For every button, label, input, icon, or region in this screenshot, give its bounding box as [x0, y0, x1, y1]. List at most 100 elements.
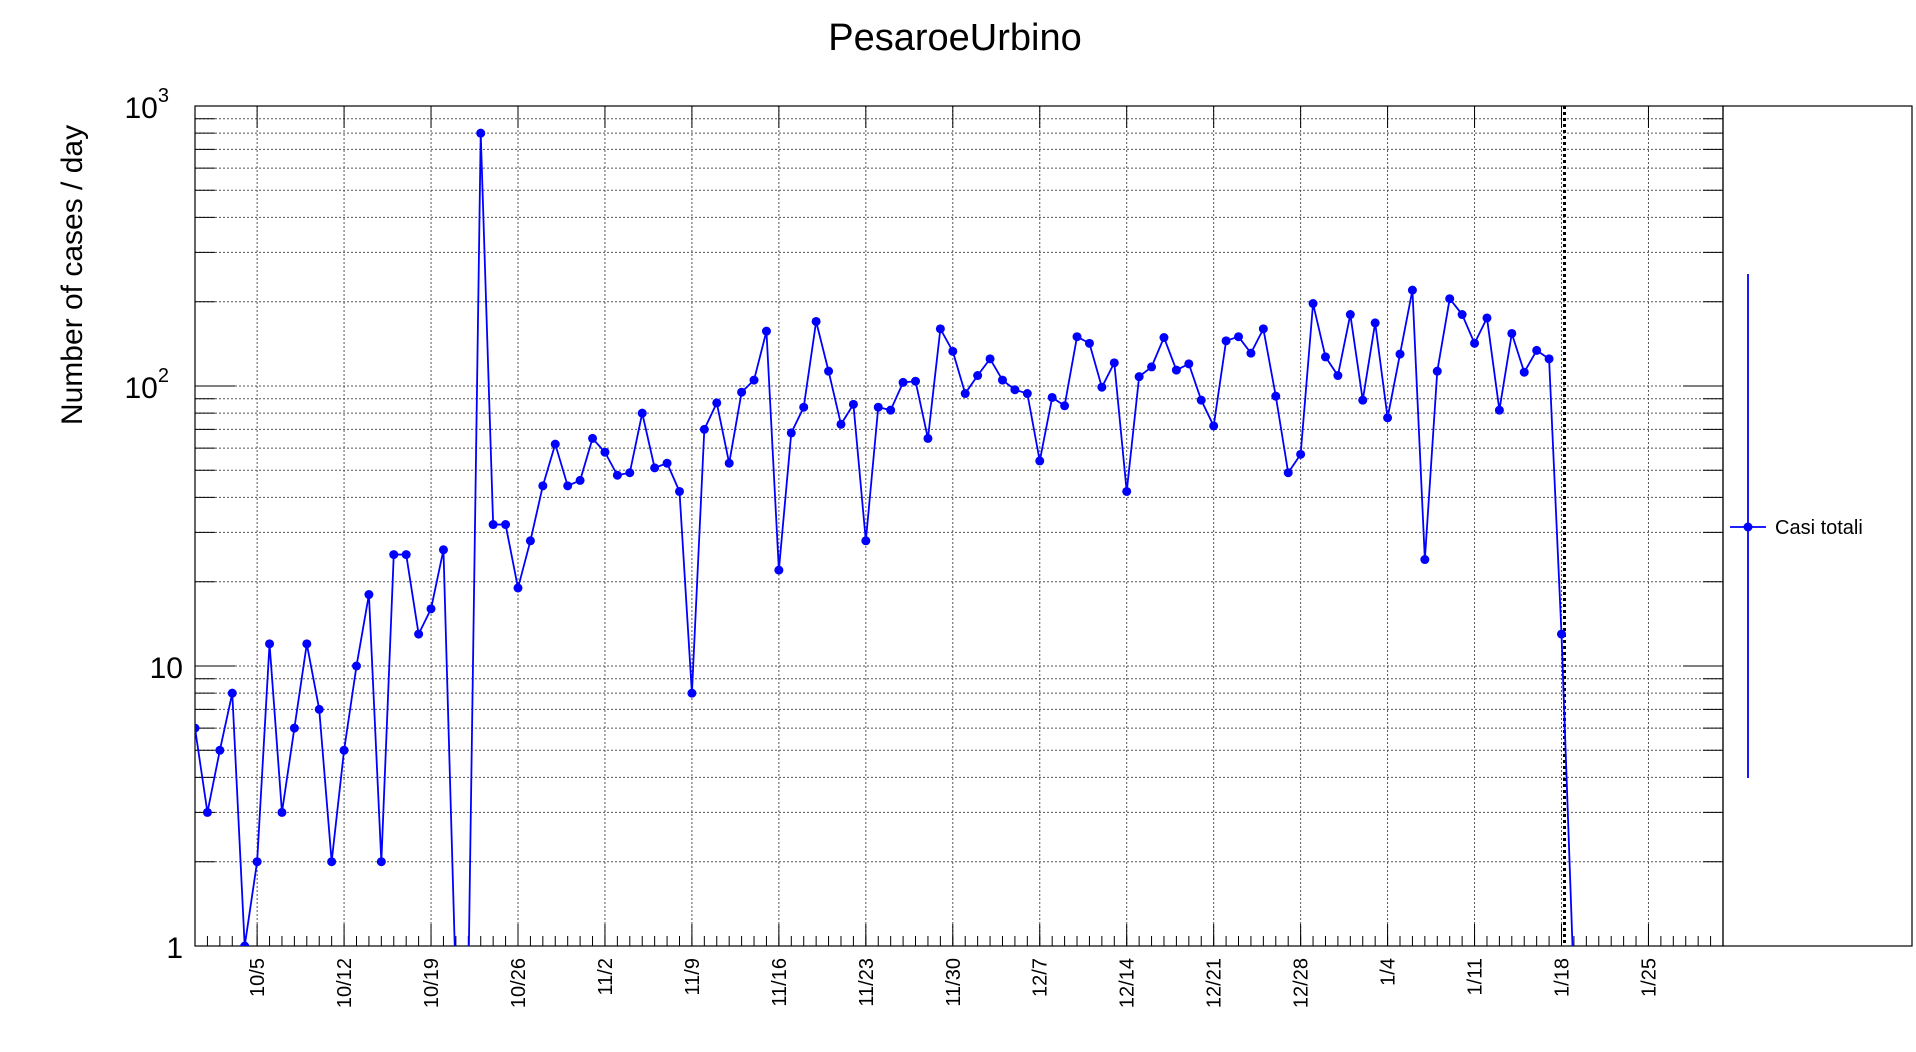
data-point [1507, 328, 1517, 338]
data-point [1445, 294, 1455, 304]
data-point [1383, 413, 1393, 423]
series-casi-totali-group [195, 128, 1574, 946]
x-tick-label: 10/5 [247, 958, 269, 997]
data-point [774, 565, 784, 575]
data-point [650, 463, 660, 473]
data-point [1022, 389, 1032, 399]
data-point [302, 639, 312, 649]
data-point [1258, 324, 1268, 334]
data-point [1283, 468, 1293, 478]
data-point [1482, 313, 1492, 323]
x-tick-label: 12/14 [1117, 958, 1139, 1008]
x-tick-label: 12/28 [1291, 958, 1313, 1008]
x-tick-labels: 10/5 10/12 10/19 10/26 11/2 11/9 11/16 11/23 11/… [247, 958, 1660, 1008]
data-point [786, 428, 796, 438]
x-tick-label: 11/30 [943, 958, 965, 1007]
data-point [240, 941, 250, 946]
legend: Casi totali [1730, 274, 1863, 778]
data-point [1544, 354, 1554, 364]
data-point [364, 590, 374, 600]
data-point [1234, 332, 1244, 342]
data-point [1147, 362, 1157, 372]
data-point [997, 375, 1007, 385]
data-point [575, 475, 585, 485]
data-point [202, 807, 212, 817]
data-point [886, 405, 896, 415]
x-tick-label: 11/9 [682, 958, 704, 995]
data-point [1035, 456, 1045, 466]
x-tick-label: 10/26 [508, 958, 530, 1008]
data-point [1084, 338, 1094, 348]
data-point [1097, 382, 1107, 392]
data-point [1134, 372, 1144, 382]
plot-frame [194, 105, 1724, 947]
data-point [476, 128, 486, 138]
data-point [1109, 358, 1119, 368]
data-point [501, 520, 511, 530]
data-point [935, 324, 945, 334]
data-point [848, 399, 858, 409]
data-point [861, 536, 871, 546]
data-point [1557, 629, 1567, 639]
data-point [761, 326, 771, 336]
data-point [1196, 395, 1206, 405]
data-point [911, 376, 921, 386]
x-tick-label: 10/12 [334, 958, 356, 1008]
y-tick-label: 1 [166, 932, 183, 965]
data-point [1345, 310, 1355, 320]
data-point [265, 639, 275, 649]
data-point [811, 316, 821, 326]
x-tick-label: 1/18 [1552, 958, 1574, 997]
data-point [1296, 449, 1306, 459]
data-point [923, 433, 933, 443]
data-point [550, 439, 560, 449]
data-point [1420, 555, 1430, 565]
data-point [376, 857, 386, 867]
legend-label: Casi totali [1775, 517, 1863, 539]
data-point [1370, 318, 1380, 328]
legend-frame [1722, 105, 1913, 947]
data-point [749, 375, 759, 385]
data-point [1358, 395, 1368, 405]
x-tick-label: 12/21 [1204, 958, 1226, 1008]
x-tick-label: 1/11 [1465, 958, 1487, 995]
x-tick-label: 12/7 [1030, 958, 1052, 997]
data-point [948, 346, 958, 356]
data-point [314, 704, 324, 714]
data-point [1246, 348, 1256, 358]
data-point [737, 387, 747, 397]
data-point [1171, 365, 1181, 375]
data-point [327, 857, 337, 867]
data-point [724, 458, 734, 468]
data-point [339, 745, 349, 755]
chart-title: PesaroeUrbino [828, 17, 1081, 59]
data-point [1457, 310, 1467, 320]
data-point [662, 458, 672, 468]
x-tick-label: 10/19 [421, 958, 443, 1008]
data-point [195, 723, 200, 733]
grid [195, 106, 1723, 946]
data-point [538, 481, 548, 491]
series-casi-totali [195, 128, 1574, 946]
data-point [799, 402, 809, 412]
data-point [674, 486, 684, 496]
data-point [960, 389, 970, 399]
data-point [227, 688, 237, 698]
data-point [1122, 486, 1132, 496]
x-tick-label: 1/4 [1378, 958, 1400, 986]
data-point [289, 723, 299, 733]
data-point [824, 366, 834, 376]
data-point [1320, 352, 1330, 362]
data-point [1010, 385, 1020, 395]
data-point [836, 419, 846, 429]
data-point [401, 550, 411, 560]
data-point [637, 408, 647, 418]
y-tick-labels: 1 10 102 103 [125, 85, 184, 965]
data-point [513, 583, 523, 593]
data-point [277, 807, 287, 817]
data-point [1470, 338, 1480, 348]
data-point [525, 536, 535, 546]
data-point [699, 424, 709, 434]
data-point [1407, 285, 1417, 295]
